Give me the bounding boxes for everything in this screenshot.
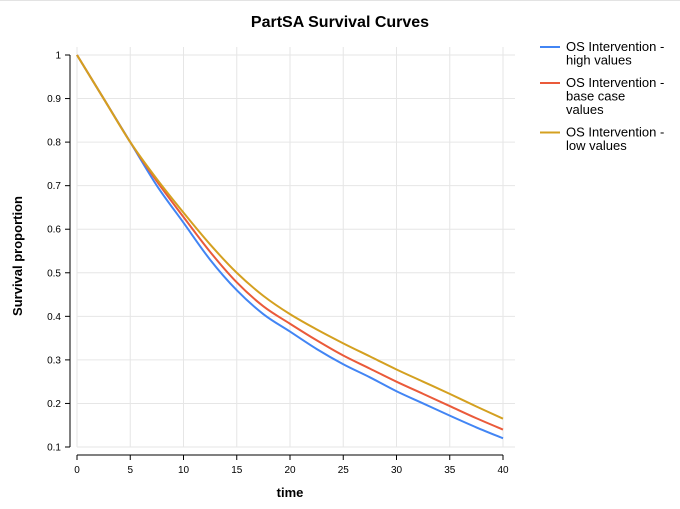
y-tick-label: 0.4 bbox=[47, 312, 61, 323]
legend-label-1: OS Intervention - bbox=[566, 39, 664, 54]
y-tick-label: 0.2 bbox=[47, 399, 61, 410]
x-tick-label: 35 bbox=[444, 465, 456, 476]
y-tick-label: 0.7 bbox=[47, 181, 61, 192]
x-axis-label: time bbox=[277, 485, 304, 500]
y-tick-label: 0.1 bbox=[47, 443, 61, 454]
x-tick-label: 30 bbox=[391, 465, 403, 476]
top-divider bbox=[0, 0, 680, 1]
legend-label-3: OS Intervention - bbox=[566, 125, 664, 140]
y-axis-label: Survival proportion bbox=[10, 196, 25, 316]
series-line-3 bbox=[76, 54, 504, 420]
x-tick-label: 5 bbox=[127, 465, 133, 476]
series-lines bbox=[76, 54, 504, 440]
x-tick-label: 25 bbox=[338, 465, 350, 476]
x-tick-label: 40 bbox=[497, 465, 509, 476]
legend-label-2: base case bbox=[566, 89, 625, 104]
y-tick-label: 0.8 bbox=[47, 138, 61, 149]
grid bbox=[76, 47, 515, 448]
x-tick-label: 0 bbox=[74, 465, 80, 476]
y-tick-label: 0.5 bbox=[47, 268, 61, 279]
y-tick-label: 1 bbox=[55, 51, 61, 62]
legend-label-1: high values bbox=[566, 53, 632, 68]
x-tick-label: 15 bbox=[231, 465, 243, 476]
y-tick-label: 0.9 bbox=[47, 94, 61, 105]
y-tick-label: 0.6 bbox=[47, 225, 61, 236]
axes: 0 5 10 15 20 25 30 35 40 0.1 0.2 0.3 0.4 0.5 0.6 0.7 0.8… bbox=[47, 51, 509, 477]
x-tick-label: 20 bbox=[284, 465, 296, 476]
chart-title: PartSA Survival Curves bbox=[251, 14, 429, 31]
x-tick-label: 10 bbox=[178, 465, 190, 476]
series-line-1 bbox=[76, 54, 504, 440]
legend-label-2: OS Intervention - bbox=[566, 75, 664, 90]
legend-label-3: low values bbox=[566, 138, 627, 153]
y-tick-label: 0.3 bbox=[47, 355, 61, 366]
legend-label-2: values bbox=[566, 102, 604, 117]
